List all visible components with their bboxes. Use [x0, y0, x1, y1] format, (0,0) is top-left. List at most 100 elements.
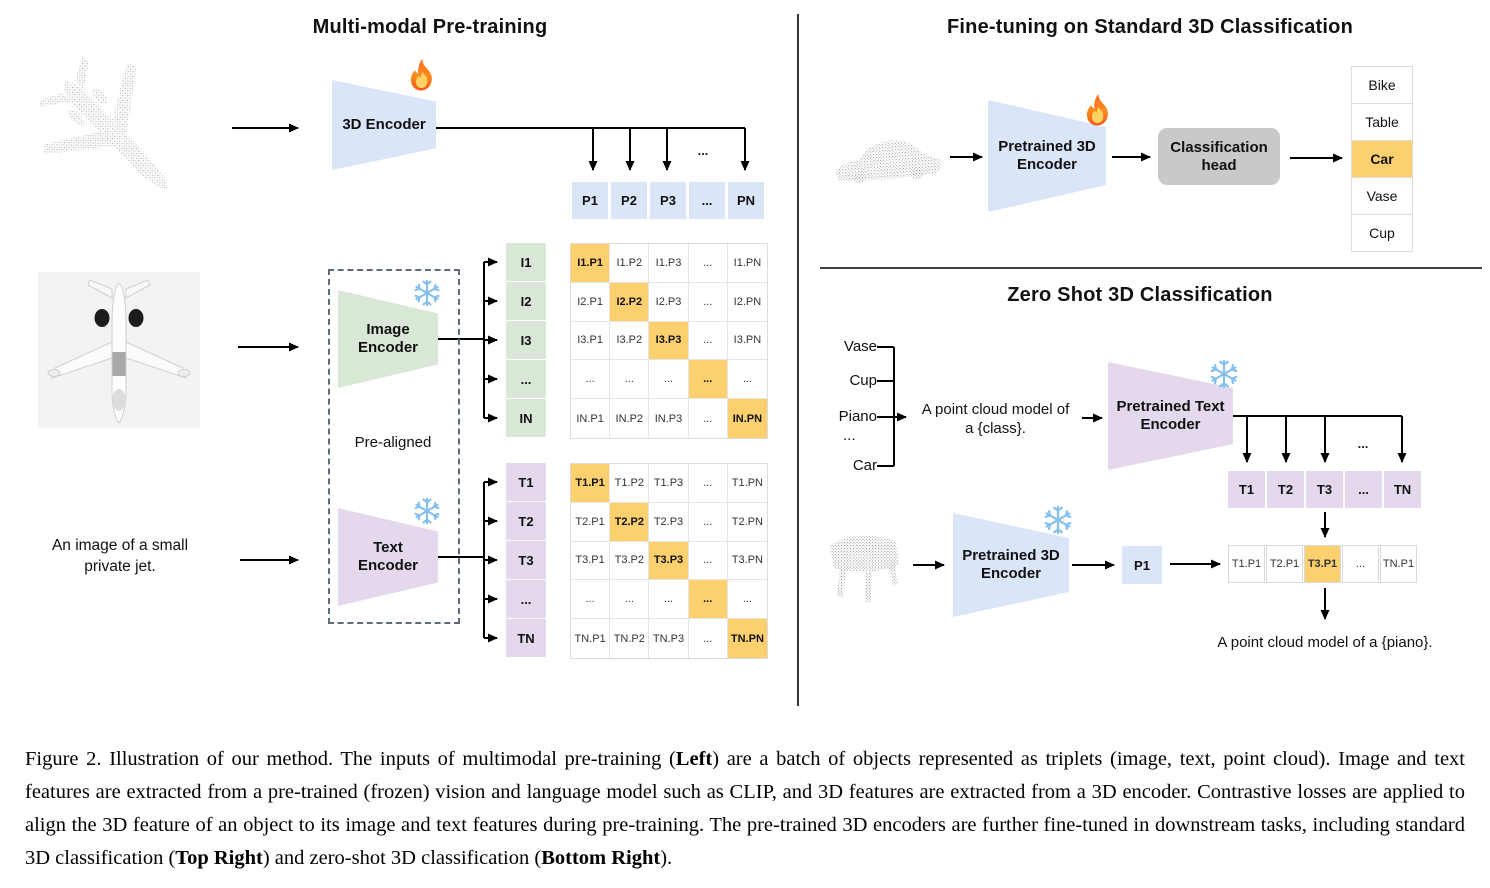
result-cell: T1.P1 — [1228, 545, 1265, 583]
pre-aligned-label: Pre-aligned — [354, 434, 432, 451]
matrix-cell: I3.PN — [727, 322, 767, 361]
candidate-class: Piano — [838, 408, 877, 425]
t-cell: ... — [506, 580, 546, 618]
airplane-point-cloud — [39, 58, 168, 189]
matrix-cell: I1.PN — [727, 244, 767, 283]
t-cell: TN — [1384, 471, 1421, 508]
pre-aligned-box — [328, 269, 460, 624]
result-cell-selected: T3.P1 — [1304, 545, 1341, 583]
matrix-cell: T1.P3 — [649, 464, 689, 503]
i-cell: I1 — [506, 243, 546, 281]
matrix-cell: T3.P3 — [649, 541, 689, 581]
figure-caption: Figure 2. Illustration of our method. Th… — [25, 743, 1465, 875]
matrix-cell: IN.P2 — [610, 399, 650, 438]
caption-segment-bold: Left — [675, 747, 713, 770]
finetune-title: Fine-tuning on Standard 3D Classificatio… — [946, 16, 1353, 38]
ellipsis: ... — [697, 143, 709, 158]
pretraining-title: Multi-modal Pre-training — [312, 16, 548, 38]
p-cell: PN — [728, 182, 764, 219]
i-cell: I3 — [506, 321, 546, 359]
prompt-text: A point cloud model of a {class}. — [921, 401, 1070, 437]
t-cell: T1 — [1228, 471, 1265, 508]
pretrained-text-encoder-label: Pretrained Text Encoder — [1116, 398, 1225, 433]
class-list: Bike Table Car Vase Cup — [1351, 66, 1413, 252]
piano-point-cloud — [830, 535, 899, 602]
p-cell: P1 — [572, 182, 608, 219]
text-encoder-label: Text Encoder — [357, 539, 418, 574]
caption-segment-bold: Bottom Right — [541, 846, 661, 869]
matrix-cell: ... — [610, 580, 650, 620]
matrix-cell: I3.P3 — [649, 321, 689, 361]
p-feature-row: P1 P2 P3 ... PN — [572, 182, 764, 219]
matrix-cell: T1.PN — [727, 464, 767, 503]
matrix-cell: T1.P1 — [571, 464, 611, 503]
bracket-text-features — [436, 477, 498, 643]
encoder-3d-label: 3D Encoder — [342, 116, 426, 134]
bracket-image-features — [436, 257, 498, 423]
class-item-selected: Car — [1351, 140, 1413, 178]
matrix-cell: IN.PN — [727, 399, 767, 438]
fire-icon — [1086, 93, 1108, 126]
candidate-class: Vase — [843, 338, 877, 355]
result-cell: T2.P1 — [1266, 545, 1303, 583]
zeroshot-result-text: A point cloud model of a {piano}. — [1217, 634, 1433, 651]
matrix-cell: ... — [571, 360, 611, 400]
pretrained-3d-encoder-zeroshot-label: Pretrained 3D Encoder — [962, 547, 1060, 582]
matrix-cell: ... — [688, 282, 728, 322]
matrix-cell: ... — [688, 244, 728, 283]
matrix-cell: ... — [727, 580, 767, 620]
t-cell: T3 — [506, 541, 546, 579]
candidate-class: Car — [852, 457, 877, 474]
matrix-cell: T2.P2 — [610, 502, 650, 542]
caption-segment: ) are a batch of objects represented as … — [25, 747, 1465, 869]
matrix-cell: ... — [649, 360, 689, 400]
matrix-cell: ... — [689, 619, 728, 658]
class-item: Vase — [1351, 177, 1413, 215]
matrix-cell: ... — [688, 580, 728, 620]
snowflake-icon — [1210, 359, 1238, 389]
caption-segment: ) and zero-shot 3D classification ( — [262, 846, 542, 869]
matrix-cell: TN.P3 — [649, 619, 689, 658]
matrix-cell: T3.PN — [727, 542, 767, 581]
fire-icon — [410, 58, 432, 91]
matrix-cell: T1.P2 — [610, 464, 650, 503]
snowflake-icon — [1044, 505, 1072, 535]
matrix-cell: I1.P3 — [649, 244, 689, 283]
matrix-cell: ... — [689, 399, 728, 438]
matrix-cell: ... — [610, 360, 650, 400]
matrix-cell: ... — [688, 502, 728, 542]
connector-lines — [232, 14, 1482, 706]
caption-segment: ). — [660, 846, 673, 869]
matrix-cell: TN.P1 — [571, 619, 611, 658]
caption-segment-bold: Top Right — [175, 846, 263, 869]
t-cell: T1 — [506, 463, 546, 501]
t-cell: T2 — [506, 502, 546, 540]
matrix-cell: T2.PN — [727, 503, 767, 542]
text-input: An image of a small private jet. — [51, 537, 189, 575]
matrix-cell: ... — [649, 580, 689, 620]
result-cell: ... — [1342, 545, 1379, 583]
matrix-cell: IN.P1 — [571, 399, 611, 438]
matrix-cell: ... — [688, 541, 728, 581]
i-cell: I2 — [506, 282, 546, 320]
matrix-cell: TN.PN — [727, 619, 767, 658]
pretrained-3d-encoder-label: Pretrained 3D Encoder — [998, 138, 1096, 173]
matrix-cell: T3.P1 — [571, 541, 611, 581]
image-similarity-matrix: I1.P1 I1.P2 I1.P3 ... I1.PN I2.P1 I2.P2 … — [570, 243, 768, 439]
class-item: Bike — [1351, 66, 1413, 104]
snowflake-icon — [414, 279, 440, 307]
matrix-cell: I1.P1 — [571, 244, 611, 283]
ellipsis: ... — [1357, 436, 1369, 451]
jet-image — [38, 272, 200, 428]
caption-segment: Figure 2. Illustration of our method. Th… — [25, 747, 676, 770]
matrix-cell: ... — [727, 360, 767, 400]
matrix-cell: I2.P3 — [649, 282, 689, 322]
class-item: Cup — [1351, 214, 1413, 252]
candidate-class: Cup — [849, 372, 877, 389]
text-feature-column: T1 T2 T3 ... TN — [506, 463, 546, 657]
matrix-cell: T2.P3 — [649, 502, 689, 542]
matrix-cell: I3.P2 — [610, 321, 650, 361]
t-cell: T3 — [1306, 471, 1343, 508]
p-cell: P2 — [611, 182, 647, 219]
